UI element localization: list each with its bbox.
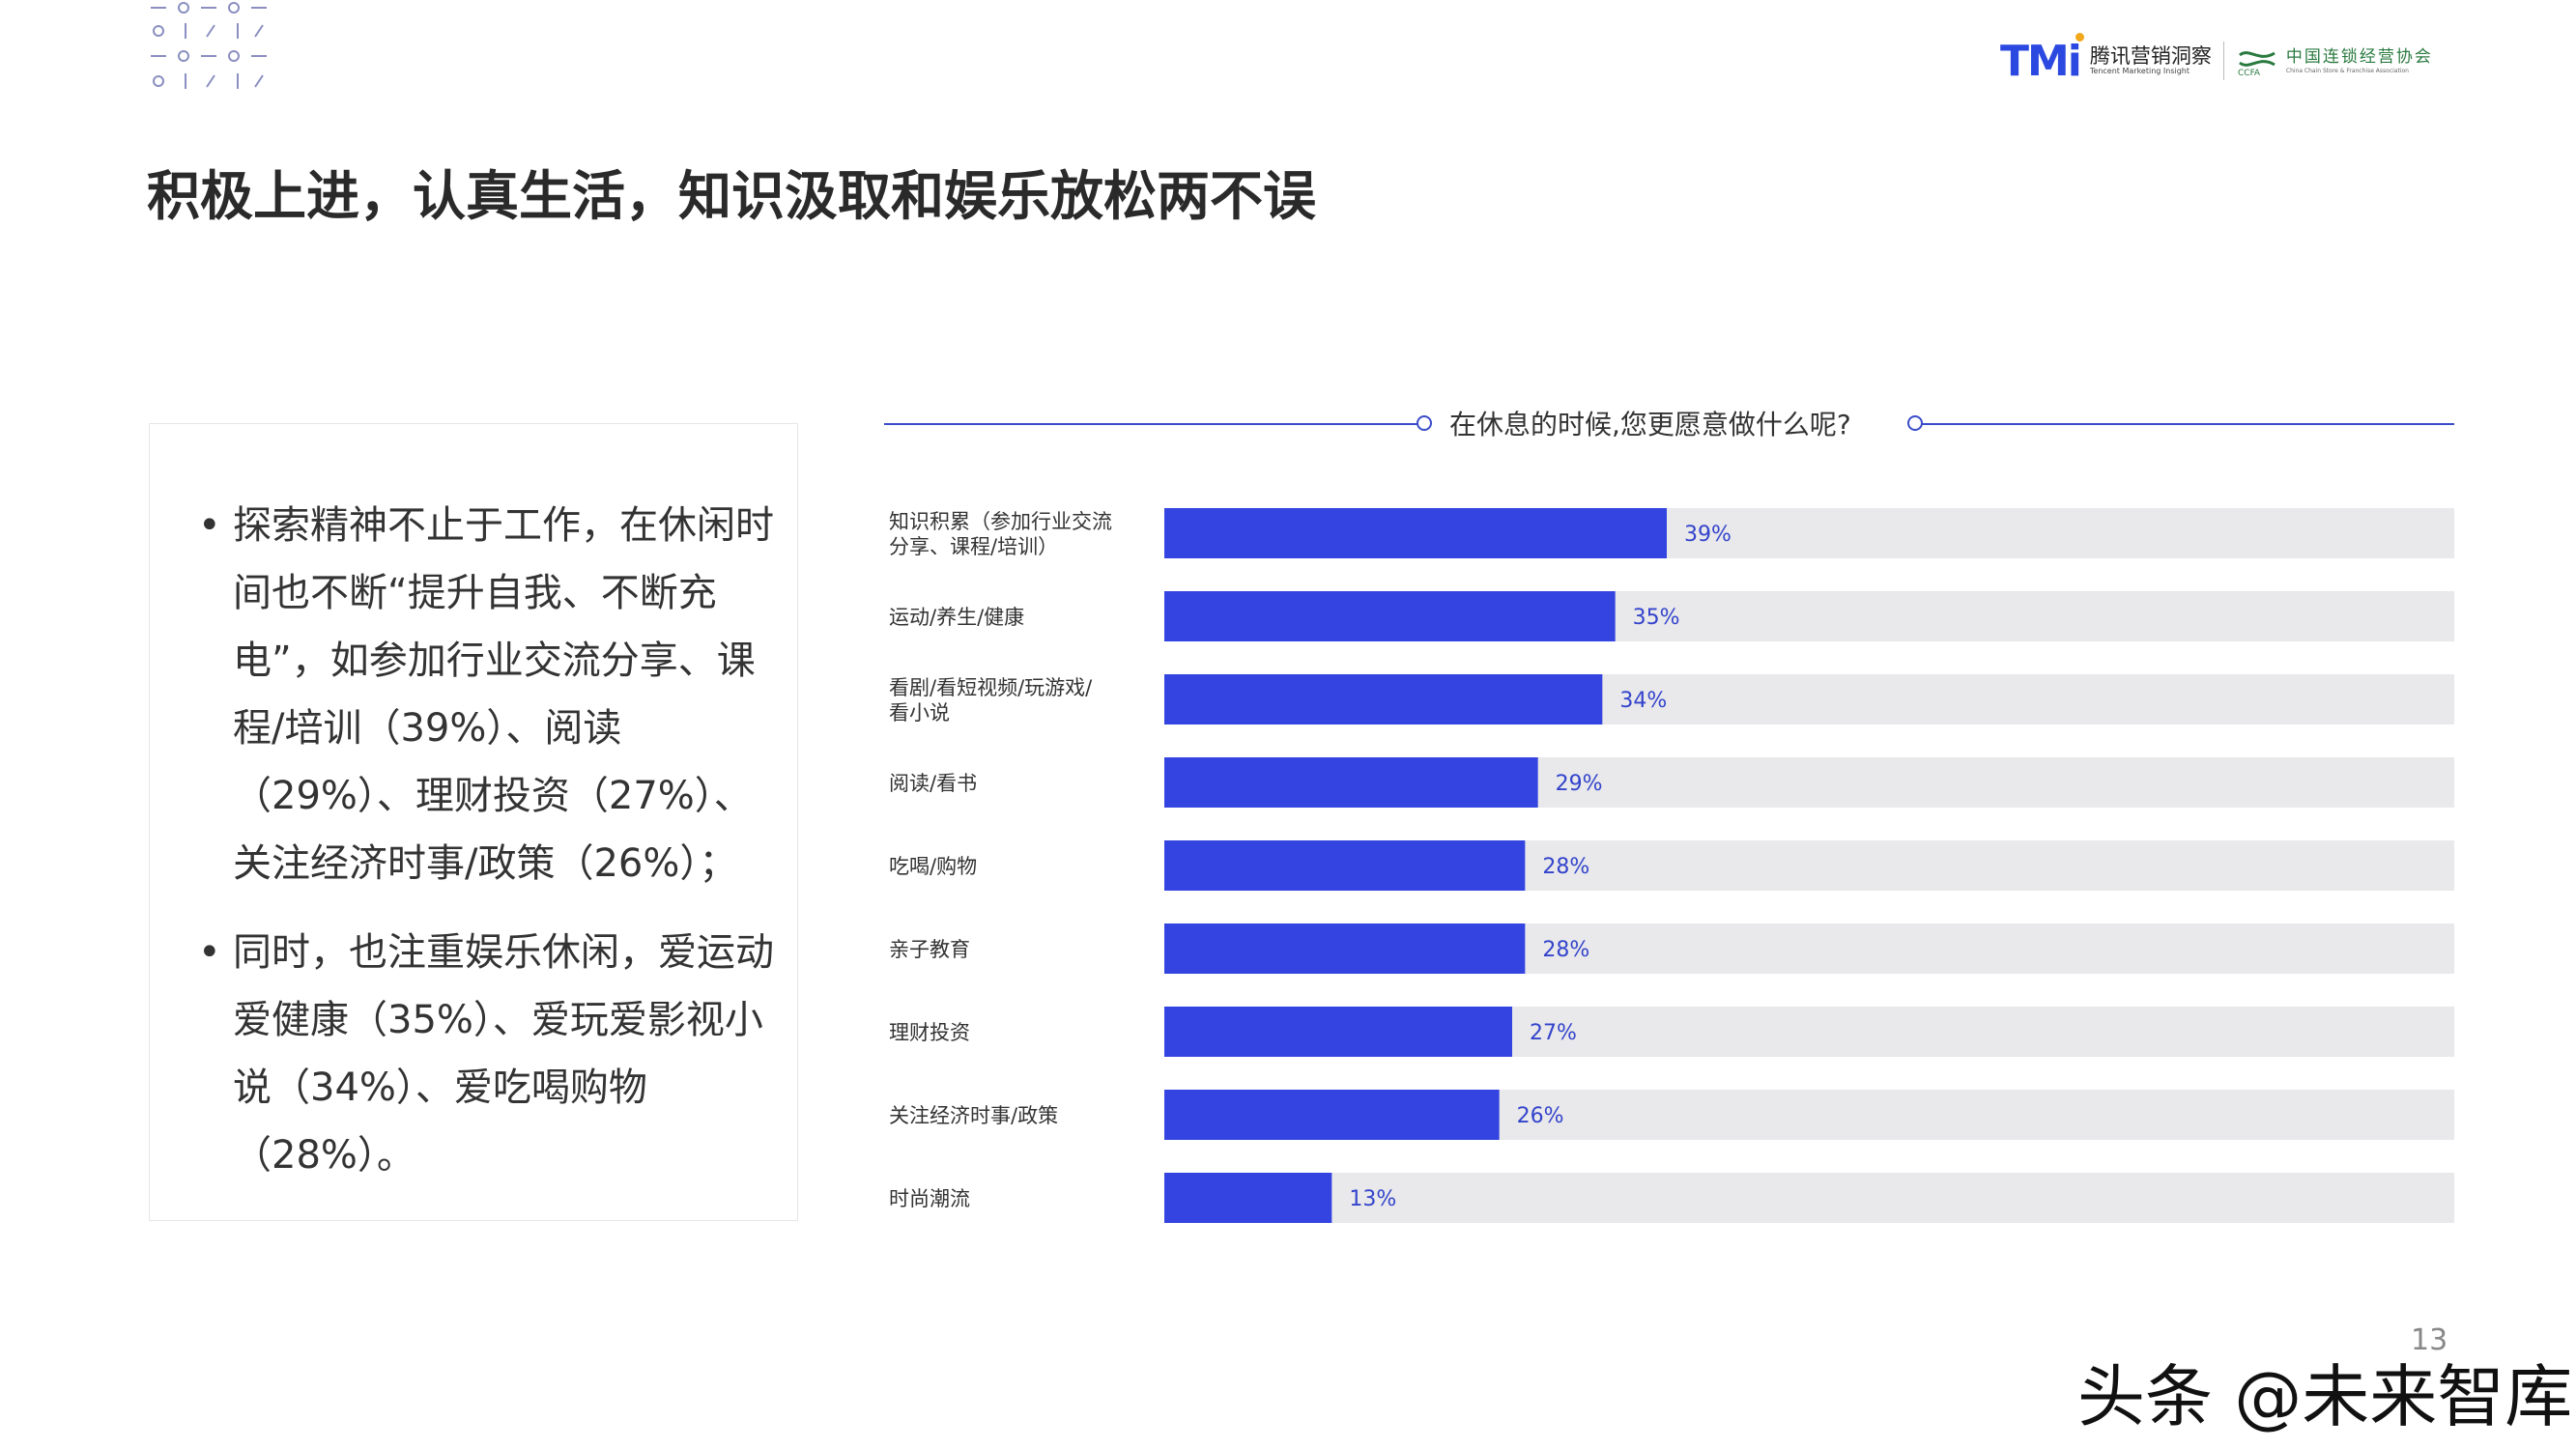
bar — [1164, 508, 1667, 558]
category-label-line: 看剧/看短视频/玩游戏/ — [889, 676, 1093, 699]
value-label: 39% — [1684, 523, 1732, 547]
bullet-mark: • — [198, 503, 221, 548]
category-label-line: 阅读/看书 — [889, 772, 977, 795]
category-label-line: 分享、课程/培训） — [889, 535, 1058, 558]
category-label-line: 时尚潮流 — [889, 1187, 970, 1210]
bar — [1164, 923, 1526, 974]
bar — [1164, 840, 1526, 891]
logo-divider — [2222, 42, 2224, 80]
category-label: 理财投资 — [889, 1021, 970, 1044]
ccfa-logo-en: China Chain Store & Franchise Associatio… — [2285, 67, 2409, 74]
category-label-line: 知识积累（参加行业交流 — [889, 510, 1112, 533]
summary-panel: • 探索精神不止于工作，在休闲时间也不断“提升自我、不断充电”，如参加行业交流分… — [149, 423, 798, 1221]
tmi-logo: TMi — [2000, 32, 2084, 86]
question-line-right — [1921, 423, 2454, 425]
category-label: 亲子教育 — [889, 938, 970, 961]
bar — [1164, 757, 1538, 808]
category-label-line: 看小说 — [889, 701, 950, 724]
decorative-pattern — [151, 2, 267, 89]
category-label: 阅读/看书 — [889, 772, 977, 795]
bar — [1164, 1007, 1512, 1057]
value-label: 35% — [1633, 606, 1680, 630]
category-label-line: 运动/养生/健康 — [889, 606, 1024, 629]
value-label: 26% — [1517, 1104, 1564, 1128]
partner-logos: TMi 腾讯营销洞察 Tencent Marketing Insight CCF… — [2000, 32, 2433, 86]
category-label-line: 亲子教育 — [889, 938, 970, 961]
value-label: 29% — [1556, 772, 1603, 796]
category-label: 吃喝/购物 — [889, 855, 977, 878]
chart-question: 在休息的时候,您更愿意做什么呢? — [1449, 409, 1851, 440]
page-number: 13 — [2411, 1323, 2448, 1357]
question-line-left — [884, 423, 1423, 425]
tmi-logo-cn: 腾讯营销洞察 — [2089, 44, 2212, 68]
bar — [1164, 1173, 1332, 1223]
value-label: 13% — [1349, 1187, 1396, 1211]
bar-track — [1164, 1173, 2454, 1223]
category-label-line: 理财投资 — [889, 1021, 970, 1044]
ccfa-logo-cn: 中国连锁经营协会 — [2285, 46, 2433, 67]
bar — [1164, 1090, 1500, 1140]
category-label: 知识积累（参加行业交流分享、课程/培训） — [889, 510, 1112, 558]
value-label: 34% — [1619, 689, 1667, 713]
category-label: 时尚潮流 — [889, 1187, 970, 1210]
question-dot-left — [1417, 415, 1432, 431]
value-label: 28% — [1542, 938, 1589, 962]
page-title: 积极上进，认真生活，知识汲取和娱乐放松两不误 — [147, 165, 1317, 227]
value-label: 27% — [1530, 1021, 1577, 1045]
bar — [1164, 591, 1616, 641]
summary-bullet-2: • 同时，也注重娱乐休闲，爱运动爱健康（35%）、爱玩爱影视小说（34%）、爱吃… — [198, 919, 778, 1189]
summary-bullet-text: 同时，也注重娱乐休闲，爱运动爱健康（35%）、爱玩爱影视小说（34%）、爱吃喝购… — [233, 930, 774, 1178]
bullet-mark: • — [198, 930, 221, 975]
bar — [1164, 674, 1603, 724]
ccfa-logo-icon: CCFA — [2238, 51, 2275, 76]
category-label-line: 关注经济时事/政策 — [889, 1104, 1058, 1127]
tmi-logo-en: Tencent Marketing Insight — [2089, 67, 2190, 75]
category-label-line: 吃喝/购物 — [889, 855, 977, 878]
category-label: 运动/养生/健康 — [889, 606, 1024, 629]
category-label: 看剧/看短视频/玩游戏/看小说 — [889, 676, 1093, 724]
bar-chart: 39% 知识积累（参加行业交流分享、课程/培训） 35% 运动/养生/健康 34% 看剧/… — [889, 508, 2454, 1223]
summary-bullet-text: 探索精神不止于工作，在休闲时间也不断“提升自我、不断充电”，如参加行业交流分享、… — [233, 503, 774, 886]
ccfa-abbr: CCFA — [2238, 69, 2261, 76]
summary-bullet-1: • 探索精神不止于工作，在休闲时间也不断“提升自我、不断充电”，如参加行业交流分… — [198, 492, 778, 897]
value-label: 28% — [1542, 855, 1589, 879]
watermark: 头条 @未来智库 — [2077, 1357, 2573, 1436]
category-label: 关注经济时事/政策 — [889, 1104, 1058, 1127]
